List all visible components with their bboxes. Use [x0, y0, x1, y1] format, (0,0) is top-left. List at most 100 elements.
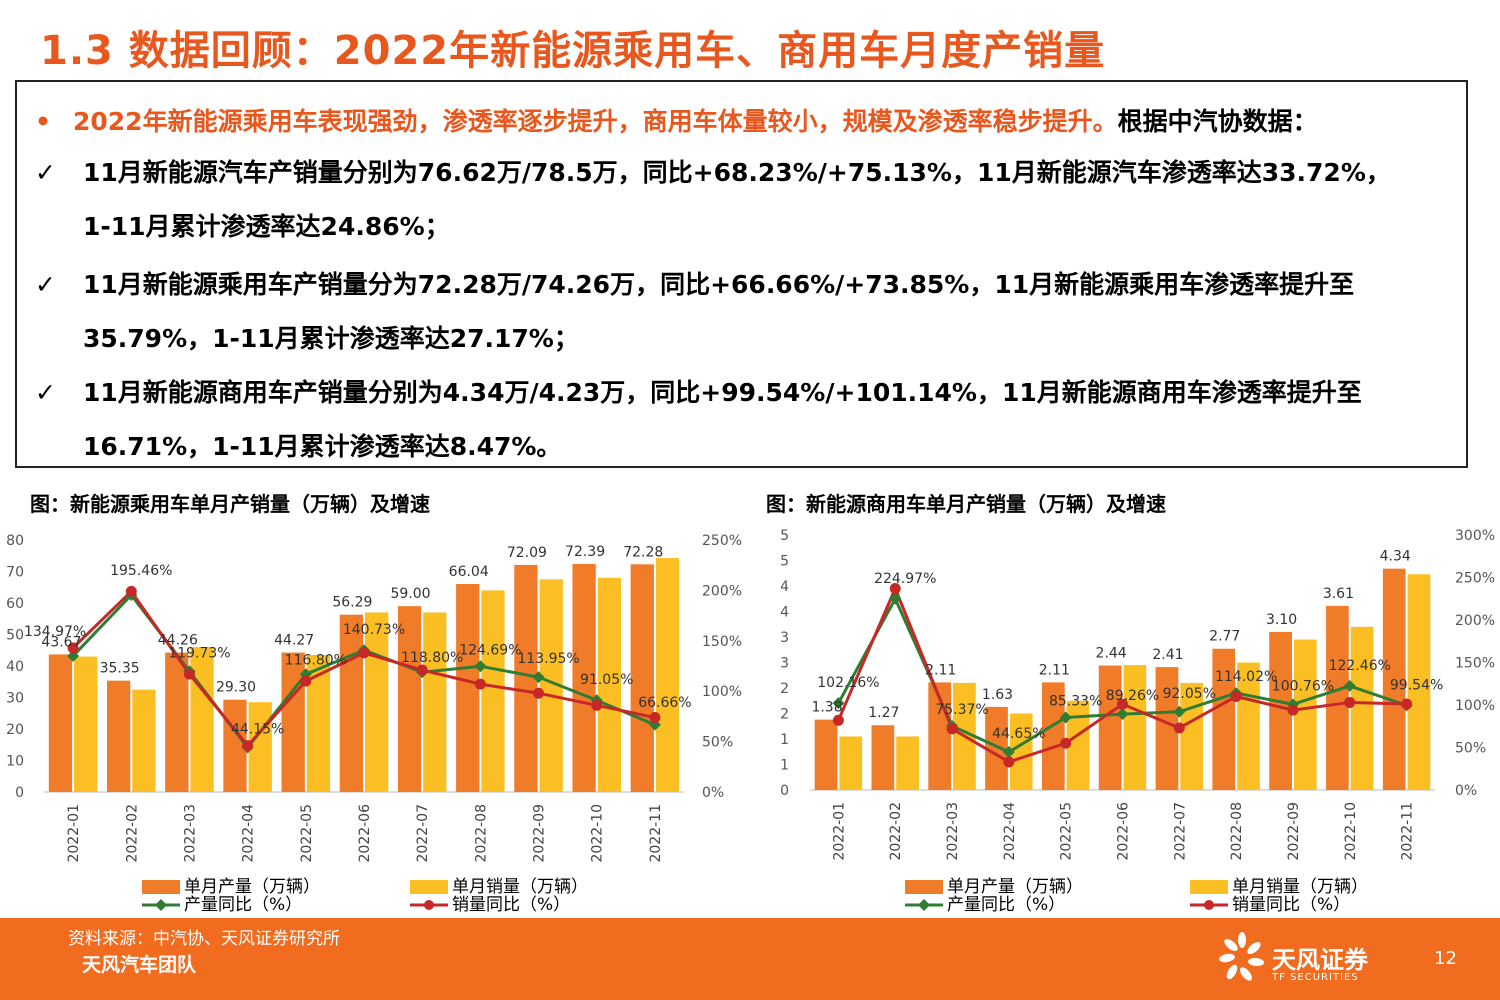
- summary-item-line: 11月新能源汽车产销量分别为76.62万/78.5万，同比+68.23%/+75…: [83, 158, 1391, 187]
- right-axis-tick-label: 150%: [1455, 656, 1495, 672]
- sales-bar: [365, 612, 389, 792]
- right-axis-tick-label: 250%: [702, 533, 742, 549]
- right-axis-tick-label: 200%: [702, 583, 742, 599]
- production-data-label: 3.10: [1266, 612, 1297, 628]
- legend-label: 单月产量（万辆）: [184, 877, 320, 897]
- sales-bar: [1009, 713, 1033, 790]
- sales-yoy-point: [67, 642, 79, 654]
- left-axis-tick-label: 2: [780, 707, 789, 723]
- legend-swatch: [905, 880, 943, 894]
- right-axis-tick-label: 100%: [702, 684, 742, 700]
- production-yoy-data-label: 102.16%: [817, 675, 879, 691]
- production-data-label: 43.67: [41, 634, 81, 650]
- production-yoy-data-label: 75.37%: [935, 702, 988, 718]
- production-data-label: 3.61: [1323, 586, 1354, 602]
- left-axis-tick-label: 3: [780, 630, 789, 646]
- left-axis-tick-label: 10: [6, 754, 24, 770]
- production-bar: [630, 564, 654, 792]
- sales-bar: [132, 689, 156, 792]
- production-yoy-point: [889, 592, 902, 605]
- production-bar: [1155, 667, 1179, 790]
- production-yoy-point: [648, 718, 661, 731]
- production-bar: [514, 564, 538, 792]
- production-data-label: 2.44: [1096, 646, 1127, 662]
- production-yoy-data-label: 44.15%: [231, 721, 284, 737]
- sales-bar: [539, 579, 563, 792]
- headline-rest: 根据中汽协数据：: [1117, 107, 1318, 136]
- page-number: 12: [1434, 948, 1457, 969]
- sales-yoy-point: [1401, 698, 1413, 710]
- team-name: 天风汽车团队: [82, 954, 197, 976]
- left-axis-tick-label: 0: [780, 783, 789, 799]
- production-data-label: 72.39: [565, 544, 605, 560]
- check-icon: ✓: [35, 378, 56, 407]
- left-axis-tick-label: 1: [780, 732, 789, 748]
- commercial-chart: 011223344550%50%100%150%200%250%300%1.38…: [780, 528, 1495, 861]
- production-yoy-data-label: 66.66%: [638, 695, 691, 711]
- right-axis-tick-label: 0%: [1455, 783, 1477, 799]
- summary-item-2: ✓ 11月新能源乘用车产销量分为72.28万/74.26万，同比+66.66%/…: [35, 258, 1354, 366]
- production-bar: [339, 614, 363, 792]
- production-yoy-data-label: 124.69%: [459, 642, 521, 658]
- sales-yoy-point: [1117, 698, 1128, 710]
- production-yoy-data-label: 116.80%: [285, 652, 347, 668]
- sales-yoy-point: [832, 714, 844, 726]
- left-axis-tick-label: 2: [780, 681, 789, 697]
- production-yoy-data-label: 195.46%: [110, 563, 172, 579]
- production-yoy-data-label: 134.97%: [24, 624, 86, 640]
- right-axis-tick-label: 200%: [1455, 613, 1495, 629]
- legend-item: 单月销量（万辆）: [1190, 872, 1368, 897]
- production-data-label: 1.38: [811, 700, 842, 716]
- production-yoy-data-label: 140.73%: [343, 622, 405, 638]
- legend-item: 产量同比（%）: [142, 890, 302, 915]
- production-bar: [456, 583, 480, 792]
- production-data-label: 72.28: [623, 544, 663, 560]
- legend-item: 单月销量（万辆）: [410, 872, 588, 897]
- production-bar: [48, 654, 73, 792]
- production-bar: [397, 606, 422, 792]
- legend-label: 销量同比（%）: [452, 895, 571, 915]
- production-data-label: 66.04: [449, 564, 489, 580]
- sales-bar: [306, 654, 331, 792]
- production-data-label: 35.35: [100, 661, 140, 677]
- left-axis-tick-label: 70: [6, 565, 24, 581]
- legend-swatch: [142, 899, 180, 911]
- x-axis-tick-label: 2022-10: [1343, 802, 1359, 861]
- passenger-chart: 0 10 20 30 40 50 60 70 80 0% 50% 100% 150% 200% 250% 43…: [6, 533, 742, 863]
- sales-yoy-point: [125, 585, 137, 597]
- production-yoy-data-label: 100.76%: [1272, 678, 1334, 694]
- sales-bar: [74, 656, 98, 792]
- production-yoy-point: [1173, 705, 1186, 718]
- production-data-label: 72.09: [507, 545, 547, 561]
- sales-bar: [1350, 626, 1374, 790]
- x-axis-tick-label: 2022-06: [1116, 802, 1132, 861]
- left-axis-tick-label: 1: [780, 758, 789, 774]
- sales-yoy-line: [837, 584, 1407, 764]
- production-yoy-line: [72, 592, 656, 750]
- production-bar: [1212, 648, 1236, 790]
- production-data-label: 2.77: [1209, 629, 1240, 645]
- production-bar: [572, 563, 596, 792]
- legend-swatch: [142, 880, 180, 894]
- production-yoy-data-label: 89.26%: [1106, 688, 1159, 704]
- chart-title-commercial: 图：新能源商用车单月产销量（万辆）及增速: [766, 492, 1166, 516]
- bullet-dot: •: [35, 107, 51, 136]
- sales-yoy-point: [242, 740, 254, 752]
- production-data-label: 4.34: [1380, 549, 1411, 565]
- right-axis-tick-label: 150%: [702, 634, 742, 650]
- right-axis-tick-label: 0%: [702, 785, 724, 801]
- logo-text: 天风证券: [1272, 946, 1368, 974]
- production-bar: [165, 652, 189, 792]
- production-bar: [1041, 682, 1065, 790]
- production-yoy-data-label: 114.02%: [1215, 669, 1277, 685]
- summary-item-line: 35.79%，1-11月累计渗透率达27.17%；: [83, 324, 579, 353]
- x-axis-tick-label: 2022-06: [357, 804, 373, 863]
- production-yoy-point: [1002, 746, 1015, 759]
- x-axis-tick-label: 2022-09: [532, 804, 548, 863]
- right-axis-tick-label: 50%: [1455, 741, 1486, 757]
- production-bar: [1326, 605, 1349, 790]
- summary-item-line: 1-11月累计渗透率达24.86%；: [83, 212, 450, 241]
- summary-item-1: ✓ 11月新能源汽车产销量分别为76.62万/78.5万，同比+68.23%/+…: [35, 146, 1391, 254]
- sales-bar: [597, 577, 621, 792]
- x-axis-tick-label: 2022-05: [299, 804, 315, 863]
